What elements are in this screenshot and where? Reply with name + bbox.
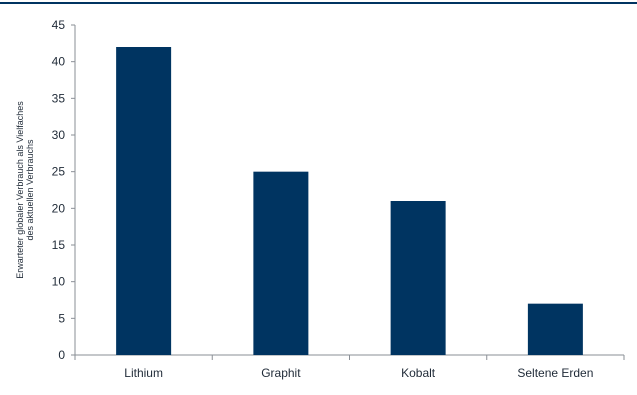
- y-tick-label: 30: [52, 128, 66, 142]
- bar-graphit: [253, 171, 309, 355]
- bar-seltene-erden: [527, 303, 583, 355]
- x-tick-label: Kobalt: [401, 366, 436, 380]
- y-tick-label: 5: [58, 311, 65, 325]
- y-tick-label: 15: [52, 238, 66, 252]
- y-tick-label: 40: [52, 55, 66, 69]
- bar-kobalt: [390, 201, 446, 355]
- y-axis: 0 5 10 15 20 25 30 35 40 45: [52, 18, 76, 362]
- y-tick-label: 10: [52, 275, 66, 289]
- bar-lithium: [116, 47, 172, 355]
- bars: [116, 47, 583, 355]
- y-axis-label-line: Erwarteter globaler Verbrauch als Vielfa…: [15, 101, 25, 279]
- x-tick-label: Graphit: [261, 366, 301, 380]
- y-axis-label-line: des aktuellen Verbrauchs: [25, 139, 35, 241]
- x-tick-label: Lithium: [124, 366, 163, 380]
- x-axis: Lithium Graphit Kobalt Seltene Erden: [74, 354, 625, 380]
- y-tick-label: 35: [52, 91, 66, 105]
- y-tick-label: 20: [52, 201, 66, 215]
- y-tick-label: 0: [58, 348, 65, 362]
- x-tick-label: Seltene Erden: [517, 366, 593, 380]
- y-tick-label: 45: [52, 18, 66, 32]
- y-tick-label: 25: [52, 165, 66, 179]
- y-axis-label: Erwarteter globaler Verbrauch als Vielfa…: [15, 101, 35, 279]
